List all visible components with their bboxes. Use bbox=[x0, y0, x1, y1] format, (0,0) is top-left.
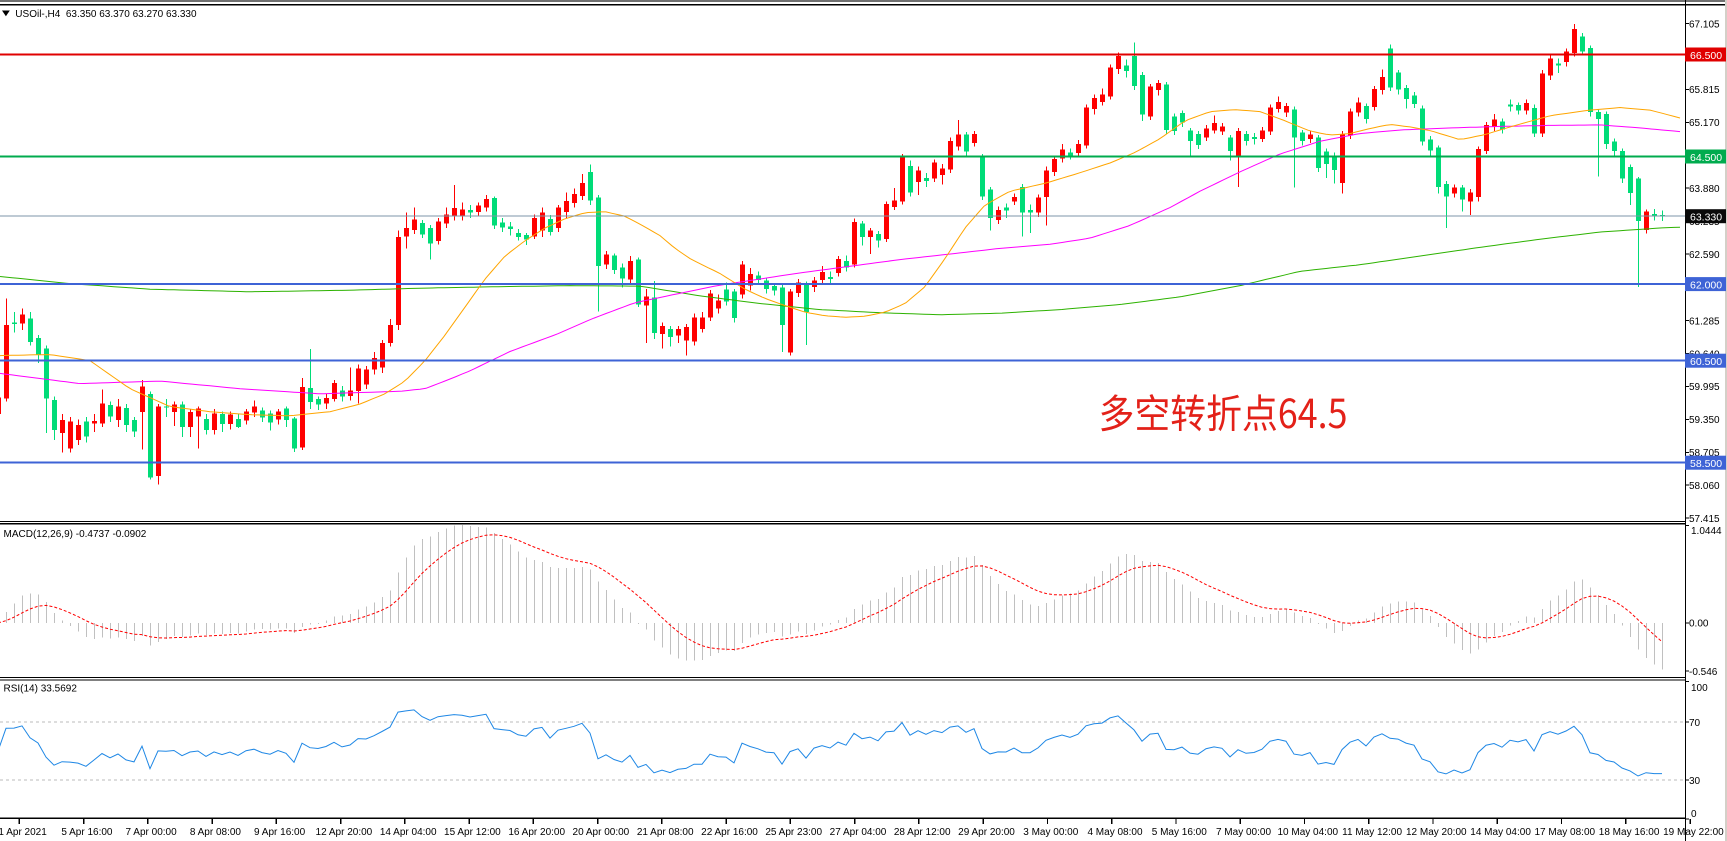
svg-text:27 Apr 04:00: 27 Apr 04:00 bbox=[830, 827, 887, 838]
svg-text:9 Apr 16:00: 9 Apr 16:00 bbox=[254, 827, 306, 838]
svg-text:60.500: 60.500 bbox=[1690, 356, 1722, 368]
svg-text:-0.546: -0.546 bbox=[1689, 667, 1718, 678]
svg-text:62.590: 62.590 bbox=[1689, 250, 1720, 261]
svg-text:1.0444: 1.0444 bbox=[1691, 526, 1722, 537]
svg-text:61.285: 61.285 bbox=[1689, 316, 1720, 327]
svg-text:58.060: 58.060 bbox=[1689, 481, 1720, 492]
svg-text:28 Apr 12:00: 28 Apr 12:00 bbox=[894, 827, 951, 838]
svg-text:5 May 16:00: 5 May 16:00 bbox=[1152, 827, 1207, 838]
svg-text:29 Apr 20:00: 29 Apr 20:00 bbox=[958, 827, 1015, 838]
svg-text:14 May 04:00: 14 May 04:00 bbox=[1470, 827, 1531, 838]
svg-text:3 May 00:00: 3 May 00:00 bbox=[1023, 827, 1078, 838]
svg-text:18 May 16:00: 18 May 16:00 bbox=[1599, 827, 1660, 838]
svg-text:59.350: 59.350 bbox=[1689, 415, 1720, 426]
svg-text:25 Apr 23:00: 25 Apr 23:00 bbox=[765, 827, 822, 838]
svg-text:4 May 08:00: 4 May 08:00 bbox=[1087, 827, 1142, 838]
svg-text:19 May 22:00: 19 May 22:00 bbox=[1663, 827, 1724, 838]
svg-text:17 May 08:00: 17 May 08:00 bbox=[1534, 827, 1595, 838]
svg-text:16 Apr 20:00: 16 Apr 20:00 bbox=[508, 827, 565, 838]
svg-text:70: 70 bbox=[1689, 718, 1701, 729]
svg-text:62.000: 62.000 bbox=[1690, 280, 1722, 292]
svg-text:12 May 20:00: 12 May 20:00 bbox=[1406, 827, 1467, 838]
svg-text:RSI(14) 33.5692: RSI(14) 33.5692 bbox=[4, 684, 78, 695]
svg-text:11 May 12:00: 11 May 12:00 bbox=[1342, 827, 1402, 838]
svg-text:58.500: 58.500 bbox=[1690, 458, 1722, 470]
svg-text:USOil-,H4 63.350 63.370 63.27: USOil-,H4 63.350 63.370 63.270 63.330 bbox=[15, 9, 197, 20]
svg-text:58.705: 58.705 bbox=[1689, 448, 1720, 459]
svg-text:10 May 04:00: 10 May 04:00 bbox=[1277, 827, 1338, 838]
svg-text:7 May 00:00: 7 May 00:00 bbox=[1216, 827, 1271, 838]
svg-text:5 Apr 16:00: 5 Apr 16:00 bbox=[61, 827, 113, 838]
svg-text:30: 30 bbox=[1689, 776, 1701, 787]
svg-text:63.330: 63.330 bbox=[1690, 212, 1722, 224]
svg-text:21 Apr 08:00: 21 Apr 08:00 bbox=[637, 827, 694, 838]
svg-text:7 Apr 00:00: 7 Apr 00:00 bbox=[126, 827, 178, 838]
svg-text:57.415: 57.415 bbox=[1689, 514, 1720, 525]
svg-text:MACD(12,26,9) -0.4737 -0.0902: MACD(12,26,9) -0.4737 -0.0902 bbox=[4, 529, 147, 540]
svg-text:67.105: 67.105 bbox=[1689, 19, 1720, 30]
svg-text:0.00: 0.00 bbox=[1689, 619, 1709, 630]
svg-text:15 Apr 12:00: 15 Apr 12:00 bbox=[444, 827, 501, 838]
svg-text:59.995: 59.995 bbox=[1689, 382, 1720, 393]
svg-text:14 Apr 04:00: 14 Apr 04:00 bbox=[380, 827, 437, 838]
svg-text:20 Apr 00:00: 20 Apr 00:00 bbox=[573, 827, 630, 838]
svg-text:12 Apr 20:00: 12 Apr 20:00 bbox=[316, 827, 373, 838]
svg-text:100: 100 bbox=[1691, 683, 1708, 694]
svg-text:64.500: 64.500 bbox=[1690, 152, 1722, 164]
svg-text:65.815: 65.815 bbox=[1689, 85, 1720, 96]
svg-text:0: 0 bbox=[1691, 809, 1697, 820]
svg-text:66.500: 66.500 bbox=[1690, 50, 1722, 62]
svg-text:22 Apr 16:00: 22 Apr 16:00 bbox=[701, 827, 758, 838]
svg-text:1 Apr 2021: 1 Apr 2021 bbox=[0, 827, 47, 838]
svg-text:65.170: 65.170 bbox=[1689, 118, 1720, 129]
svg-text:63.880: 63.880 bbox=[1689, 184, 1720, 195]
svg-text:8 Apr 08:00: 8 Apr 08:00 bbox=[190, 827, 242, 838]
